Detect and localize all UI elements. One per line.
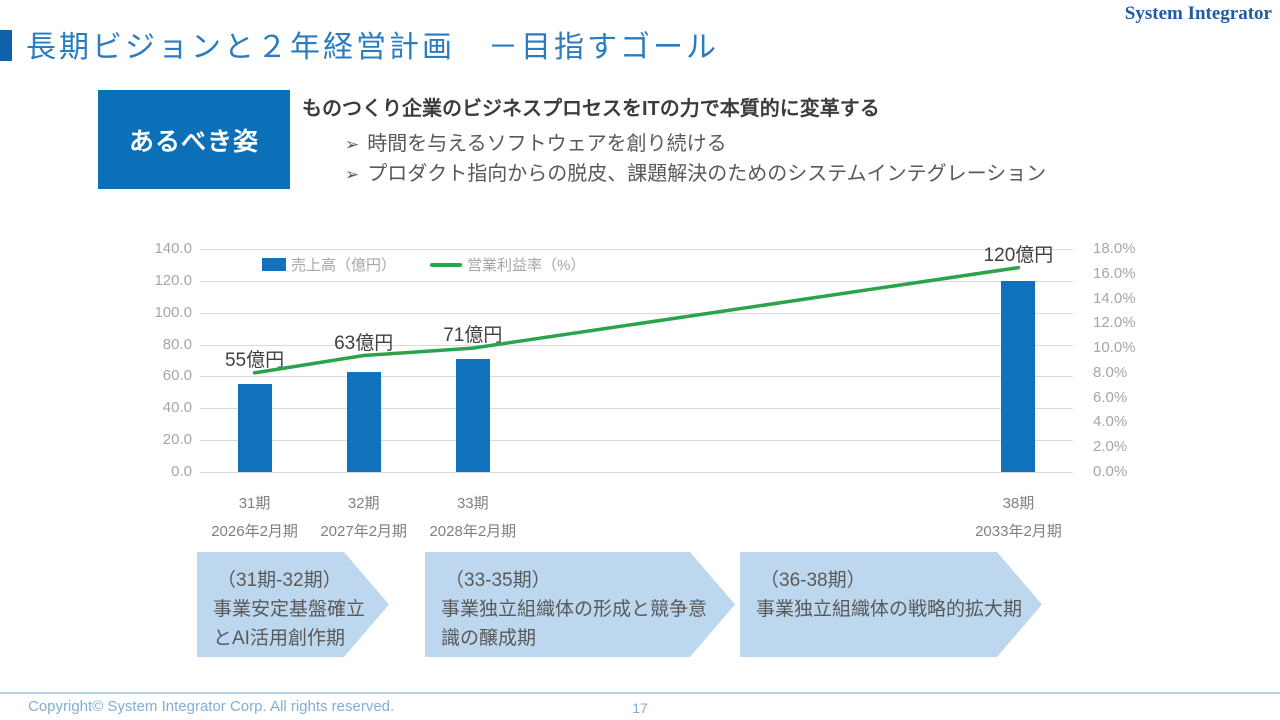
y-axis-right-tick: 0.0% <box>1093 463 1128 480</box>
bar-value-label: 63億円 <box>334 332 394 354</box>
y-axis-right-tick: 10.0% <box>1093 339 1136 357</box>
x-axis-sublabel: 2027年2月期 <box>320 523 408 540</box>
roadmap-stage-1-label: 事業安定基盤確立とAI活用創作期 <box>213 599 366 649</box>
y-axis-left-tick: 80.0 <box>162 335 192 353</box>
roadmap-stage-1: （31期-32期） 事業安定基盤確立とAI活用創作期 <box>197 552 389 657</box>
mission-heading: ものつくり企業のビジネスプロセスをITの力で本質的に変革する <box>302 98 880 120</box>
roadmap-stage-2-label: 事業独立組織体の形成と競争意識の醸成期 <box>441 599 708 649</box>
x-axis-label: 33期 <box>456 495 489 512</box>
roadmap-stage-2: （33-35期） 事業独立組織体の形成と競争意識の醸成期 <box>425 552 735 657</box>
chart-gridline <box>200 249 1073 250</box>
legend-item: 売上高（億円） <box>262 254 396 275</box>
x-axis-sublabel: 2028年2月期 <box>429 523 517 540</box>
page-title: 長期ビジョンと２年経営計画 －目指すゴール <box>26 31 719 64</box>
bar-swatch-icon <box>262 258 286 271</box>
x-axis-sublabel: 2026年2月期 <box>211 523 298 540</box>
y-axis-right-tick: 6.0% <box>1093 388 1128 406</box>
y-axis-right-tick: 8.0% <box>1093 363 1128 381</box>
footer-divider <box>0 692 1280 694</box>
x-axis-label: 32期 <box>347 495 380 512</box>
copyright-text: Copyright© System Integrator Corp. All r… <box>28 698 395 715</box>
roadmap-stage-2-period: （33-35期） <box>445 570 551 591</box>
y-axis-right-tick: 12.0% <box>1093 314 1136 332</box>
bar-value-label: 55億円 <box>224 349 285 371</box>
vision-label: あるべき姿 <box>128 127 259 156</box>
mission-bullet-1-text: 時間を与えるソフトウェアを創り続ける <box>367 133 727 155</box>
roadmap-stage-3-label: 事業独立組織体の戦略的拡大期 <box>756 599 1023 620</box>
chart-gridline <box>200 472 1073 473</box>
revenue-bar <box>1001 280 1036 472</box>
revenue-bar <box>346 371 381 472</box>
y-axis-right-tick: 4.0% <box>1093 413 1128 431</box>
revenue-profit-chart: 0.0 20.0 40.0 60.0 80.0 100.0 120.0 140.0 0.0% 2.… <box>140 240 1140 545</box>
mission-bullet-2: ➢ プロダクト指向からの脱皮、課題解決のためのシステムインテグレーション <box>345 157 1046 186</box>
line-swatch-icon <box>430 262 463 267</box>
legend-label: 売上高（億円） <box>291 257 397 274</box>
chart-gridline <box>200 280 1073 282</box>
x-axis-label: 38期 <box>1002 495 1035 512</box>
chart-gridline <box>200 376 1073 378</box>
mission-bullet-2-text: プロダクト指向からの脱皮、課題解決のためのシステムインテグレーション <box>367 163 1047 185</box>
y-axis-left-tick: 140.0 <box>154 240 192 257</box>
y-axis-left-tick: 40.0 <box>162 399 192 417</box>
x-axis-label: 31期 <box>238 495 271 512</box>
page-number: 17 <box>632 700 648 716</box>
roadmap-stage-3: （36-38期） 事業独立組織体の戦略的拡大期 <box>740 552 1042 657</box>
chart-gridline <box>200 312 1073 314</box>
y-axis-right-tick: 14.0% <box>1093 289 1136 307</box>
mission-bullet-1: ➢ 時間を与えるソフトウェアを創り続ける <box>345 127 727 156</box>
chart-gridline <box>200 440 1073 442</box>
y-axis-left-tick: 0.0 <box>171 463 192 480</box>
arrow-bullet-icon: ➢ <box>345 165 360 184</box>
y-axis-left-tick: 120.0 <box>154 271 192 289</box>
company-logo: System Integrator <box>1124 3 1272 24</box>
arrow-bullet-icon: ➢ <box>345 135 360 154</box>
revenue-bar <box>455 358 490 472</box>
profit-rate-line <box>252 265 1021 375</box>
title-accent-bar <box>0 30 12 61</box>
y-axis-left-tick: 20.0 <box>162 431 192 449</box>
legend-item: 営業利益率（%） <box>430 254 585 275</box>
y-axis-left-tick: 60.0 <box>162 367 192 385</box>
legend-label: 営業利益率（%） <box>467 257 586 274</box>
vision-label-box: あるべき姿 <box>98 90 290 189</box>
y-axis-right-tick: 18.0% <box>1093 240 1136 257</box>
roadmap-stage-3-period: （36-38期） <box>760 570 866 591</box>
y-axis-right-tick: 16.0% <box>1093 264 1136 282</box>
bar-value-label: 120億円 <box>983 244 1054 266</box>
y-axis-left-tick: 100.0 <box>154 303 192 321</box>
chart-gridline <box>200 408 1073 410</box>
y-axis-right-tick: 2.0% <box>1093 438 1128 456</box>
x-axis-sublabel: 2033年2月期 <box>975 523 1062 540</box>
revenue-bar <box>237 384 272 472</box>
roadmap-stage-1-period: （31期-32期） <box>217 570 342 591</box>
chart-legend: 売上高（億円） 営業利益率（%） <box>262 254 585 275</box>
chart-gridline <box>200 344 1073 346</box>
bar-value-label: 71億円 <box>443 325 503 347</box>
